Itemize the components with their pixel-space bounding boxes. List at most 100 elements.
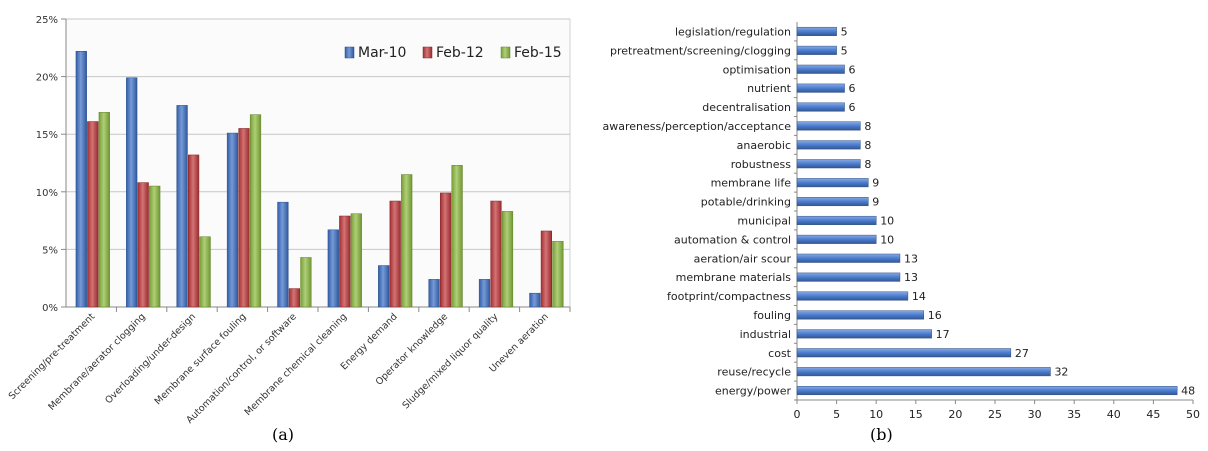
data-label: 48: [1181, 385, 1195, 398]
y-tick-label: membrane materials: [676, 271, 792, 284]
bar-mar-10: [176, 105, 188, 308]
panel-label-b: (b): [870, 425, 893, 444]
y-tick-label: fouling: [753, 309, 791, 322]
bar-mar-10: [277, 201, 289, 308]
y-tick-label: industrial: [740, 328, 791, 341]
y-tick-label: pretreatment/screening/clogging: [610, 44, 791, 57]
bar-feb-15: [98, 112, 110, 308]
bar-feb-12: [339, 215, 351, 308]
x-tick-label: 50: [1186, 408, 1200, 421]
bar-feb-15: [451, 165, 463, 308]
y-tick-label: nutrient: [747, 82, 792, 95]
legend-label: Feb-12: [436, 45, 484, 61]
bar-mar-10: [378, 265, 390, 308]
x-tick-label: 25: [988, 408, 1002, 421]
panel-label-a: (a): [272, 425, 295, 444]
data-label: 5: [841, 44, 848, 57]
x-tick-label: Screening/pre-treatment: [7, 311, 98, 402]
bar-feb-12: [238, 128, 250, 308]
legend-label: Feb-15: [514, 45, 562, 61]
data-label: 8: [864, 158, 871, 171]
y-tick-label: cost: [768, 347, 792, 360]
bar: [796, 45, 837, 55]
bar-feb-12: [540, 230, 552, 308]
data-label: 8: [864, 139, 871, 152]
x-tick-label: 35: [1067, 408, 1081, 421]
bar-feb-15: [300, 257, 312, 308]
data-label: 6: [849, 82, 856, 95]
x-tick-label: Overloading/under-design: [103, 311, 198, 406]
x-tick-label: 15: [909, 408, 923, 421]
data-label: 16: [928, 309, 942, 322]
bar: [796, 291, 909, 301]
bar-feb-12: [490, 200, 502, 308]
y-tick-label: 20%: [36, 73, 58, 84]
data-label: 17: [936, 328, 950, 341]
bar-feb-12: [87, 121, 99, 308]
legend-swatch: [344, 46, 355, 59]
y-tick-label: energy/power: [715, 385, 792, 398]
bar: [796, 253, 901, 263]
bar: [796, 197, 869, 207]
bar-feb-15: [249, 114, 262, 308]
data-label: 14: [912, 290, 926, 303]
bar-feb-12: [188, 154, 200, 308]
bar-feb-15: [149, 185, 161, 308]
x-tick-label: 45: [1146, 408, 1160, 421]
y-tick-label: potable/drinking: [701, 196, 791, 209]
data-label: 9: [872, 196, 879, 209]
chart-a: 0%5%10%15%20%25%Screening/pre-treatmentM…: [7, 15, 571, 426]
bar-mar-10: [226, 132, 239, 308]
data-label: 10: [880, 233, 894, 246]
x-tick-label: 0: [794, 408, 801, 421]
bar: [796, 83, 845, 93]
y-tick-label: optimisation: [723, 63, 791, 76]
bar-mar-10: [478, 279, 491, 308]
x-tick-label: Membrane/aerator clogging: [46, 311, 147, 412]
bar: [796, 178, 869, 188]
data-label: 9: [872, 177, 879, 190]
x-tick-label: 10: [869, 408, 883, 421]
data-label: 5: [841, 25, 848, 38]
y-tick-label: automation & control: [674, 233, 791, 246]
bar: [796, 140, 861, 150]
y-tick-label: 15%: [36, 130, 58, 141]
bar-mar-10: [529, 292, 541, 308]
y-tick-label: decentralisation: [702, 101, 791, 114]
bar: [796, 215, 877, 225]
bar-mar-10: [327, 229, 339, 308]
bar-feb-12: [440, 192, 452, 308]
bar: [796, 348, 1012, 358]
y-tick-label: anaerobic: [737, 139, 791, 152]
bar: [796, 64, 845, 74]
y-tick-label: 5%: [42, 245, 58, 256]
bar: [796, 234, 877, 244]
legend-swatch: [422, 46, 433, 59]
legend-label: Mar-10: [358, 45, 406, 61]
bar: [796, 272, 901, 282]
data-label: 13: [904, 271, 918, 284]
bar: [796, 102, 845, 112]
bar-feb-12: [389, 200, 401, 308]
bar-mar-10: [75, 51, 87, 308]
y-tick-label: footprint/compactness: [667, 290, 791, 303]
bar: [796, 121, 861, 131]
bar-feb-15: [199, 236, 211, 308]
bar-mar-10: [428, 279, 440, 308]
y-tick-label: municipal: [737, 214, 791, 227]
chart-b: 0 5 10 15 20 25 30 35 40 45 50 48 energy/power 32 reus…: [603, 22, 1200, 421]
bar: [796, 367, 1051, 377]
x-tick-label: Membrane surface fouling: [153, 311, 249, 407]
x-tick-label: 40: [1107, 408, 1121, 421]
bar: [796, 159, 861, 169]
x-tick-label: Membrane chemical cleaning: [243, 311, 350, 418]
x-tick-label: Automation/control, or software: [184, 311, 299, 426]
bar: [796, 26, 837, 36]
bar: [796, 329, 932, 339]
y-tick-label: legislation/regulation: [675, 25, 791, 38]
legend-swatch: [500, 46, 511, 59]
x-tick-label: 5: [833, 408, 840, 421]
bar-feb-12: [137, 182, 149, 308]
y-tick-label: aeration/air scour: [694, 252, 792, 265]
bar-feb-15: [350, 213, 362, 308]
